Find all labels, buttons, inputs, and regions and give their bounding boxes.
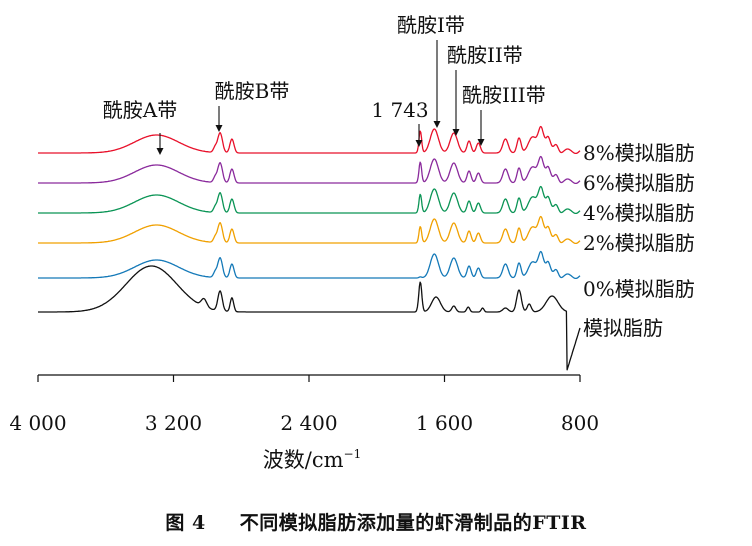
x-axis-title-main: 波数/cm [263,448,344,472]
series-line [38,185,581,215]
band-label: 1 743 [371,98,428,122]
band-arrow-head [433,121,441,128]
band-arrow-head [415,140,423,147]
series-line [38,155,581,185]
series-label: 模拟脂肪 [583,316,663,340]
x-tick-label: 4 000 [9,411,66,435]
series-line [38,250,581,280]
spectra-series [38,125,581,371]
series-line [38,125,581,155]
band-label: 酰胺A带 [103,98,177,122]
series-label: 0%模拟脂肪 [583,277,695,301]
x-axis-title: 波数/cm−1 [263,447,361,472]
band-arrow-head [156,148,164,155]
series-label: 4%模拟脂肪 [583,201,695,225]
series-label: 6%模拟脂肪 [583,171,695,195]
x-tick-label: 800 [561,411,599,435]
figure-title: 不同模拟脂肪添加量的虾滑制品的FTIR [239,512,587,534]
x-tick-label: 2 400 [280,411,337,435]
x-tick-label: 3 200 [145,411,202,435]
series-label: 2%模拟脂肪 [583,231,695,255]
figure-caption: 图 4 不同模拟脂肪添加量的虾滑制品的FTIR [0,508,752,535]
band-arrow-head [215,125,223,132]
series-label: 8%模拟脂肪 [583,141,695,165]
band-label: 酰胺B带 [215,79,290,103]
x-tick-label: 1 600 [416,411,473,435]
band-label: 酰胺II带 [447,43,523,67]
band-label: 酰胺III带 [462,83,546,107]
x-axis-ticks: 4 000 3 200 2 400 1 600 800 [9,375,599,435]
x-axis-title-exponent: −1 [344,447,362,461]
series-line [38,215,581,245]
band-arrow-head [452,129,460,136]
band-arrow-head [477,139,485,146]
series-line [38,265,581,371]
band-label: 酰胺I带 [397,13,465,37]
figure-number: 图 4 [165,512,206,534]
